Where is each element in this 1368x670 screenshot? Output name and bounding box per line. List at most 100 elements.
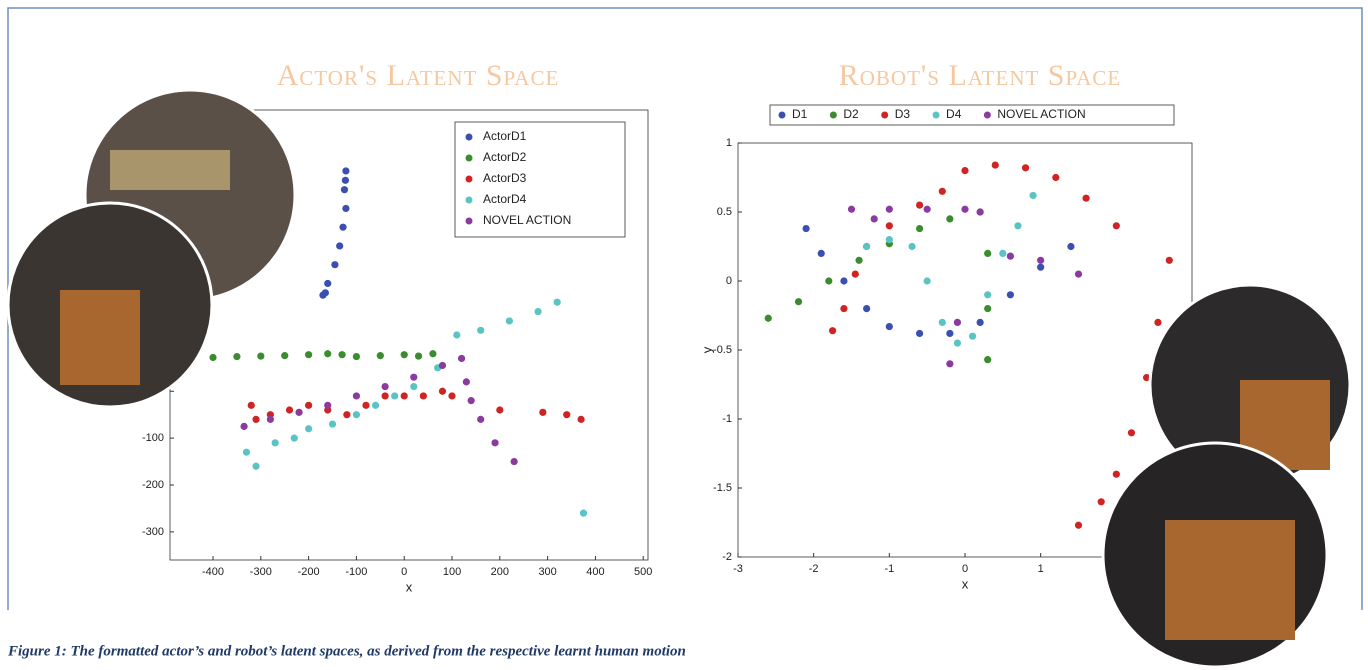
data-point [439, 362, 446, 369]
x-tick-label: -3 [733, 563, 743, 575]
data-point [803, 225, 810, 232]
y-tick-label: -0.5 [713, 344, 732, 356]
legend-marker [933, 112, 940, 119]
data-point [984, 250, 991, 257]
figure: Actor's Latent Space-400-300-200-1000100… [0, 0, 1368, 670]
legend-label: D4 [946, 107, 962, 121]
data-point [984, 356, 991, 363]
data-point [852, 271, 859, 278]
data-point [1007, 291, 1014, 298]
data-point [305, 402, 312, 409]
data-point [863, 243, 870, 250]
data-point [331, 261, 338, 268]
data-point [243, 449, 250, 456]
legend-label: ActorD1 [483, 129, 527, 143]
data-point [336, 242, 343, 249]
data-point [420, 392, 427, 399]
legend-label: D3 [895, 107, 911, 121]
data-point [353, 392, 360, 399]
data-point [248, 402, 255, 409]
data-point [924, 206, 931, 213]
data-point [984, 305, 991, 312]
data-point [305, 425, 312, 432]
chart-title: Actor's Latent Space [277, 59, 560, 92]
x-axis-label: x [406, 579, 413, 594]
data-point [382, 392, 389, 399]
y-tick-label: -100 [142, 432, 164, 444]
data-point [1037, 264, 1044, 271]
x-tick-label: 300 [538, 566, 556, 578]
legend-marker [830, 112, 837, 119]
data-point [999, 250, 1006, 257]
data-point [916, 225, 923, 232]
data-point [353, 411, 360, 418]
data-point [1082, 195, 1089, 202]
data-point [252, 463, 259, 470]
data-point [580, 510, 587, 517]
data-point [954, 319, 961, 326]
legend-marker [466, 134, 473, 141]
x-tick-label: 1 [1038, 563, 1044, 575]
data-point [209, 354, 216, 361]
data-point [463, 378, 470, 385]
data-point [855, 257, 862, 264]
y-tick-label: 1 [726, 137, 732, 149]
data-point [252, 416, 259, 423]
legend-label: ActorD4 [483, 192, 527, 206]
data-point [848, 206, 855, 213]
data-point [1075, 522, 1082, 529]
data-point [305, 351, 312, 358]
x-tick-label: 200 [491, 566, 509, 578]
data-point [829, 327, 836, 334]
data-point [1030, 192, 1037, 199]
data-point [477, 416, 484, 423]
x-tick-label: 100 [443, 566, 461, 578]
legend-marker [466, 176, 473, 183]
data-point [458, 355, 465, 362]
data-point [577, 416, 584, 423]
data-point [1067, 243, 1074, 250]
data-point [401, 392, 408, 399]
data-point [341, 186, 348, 193]
data-point [382, 383, 389, 390]
x-tick-label: -200 [298, 566, 320, 578]
data-point [939, 319, 946, 326]
data-point [491, 439, 498, 446]
x-tick-label: -2 [809, 563, 819, 575]
data-point [969, 333, 976, 340]
data-point [448, 392, 455, 399]
data-point [1022, 164, 1029, 171]
data-point [339, 224, 346, 231]
y-tick-label: -300 [142, 526, 164, 538]
data-point [1037, 257, 1044, 264]
x-tick-label: 0 [401, 566, 407, 578]
data-point [939, 188, 946, 195]
data-point [329, 420, 336, 427]
data-point [916, 330, 923, 337]
data-point [377, 352, 384, 359]
data-point [840, 305, 847, 312]
data-point [439, 388, 446, 395]
data-point [1075, 271, 1082, 278]
data-point [410, 374, 417, 381]
data-point [319, 292, 326, 299]
y-tick-label: 0 [726, 275, 732, 287]
data-point [818, 250, 825, 257]
data-point [1113, 222, 1120, 229]
data-point [468, 397, 475, 404]
data-point [477, 327, 484, 334]
legend-marker [881, 112, 888, 119]
data-point [324, 350, 331, 357]
data-point [1166, 257, 1173, 264]
data-point [825, 277, 832, 284]
data-point [992, 161, 999, 168]
data-point [1128, 429, 1135, 436]
legend-marker [466, 197, 473, 204]
data-point [281, 352, 288, 359]
legend-label: ActorD2 [483, 150, 527, 164]
legend-label: NOVEL ACTION [483, 213, 571, 227]
data-point [267, 416, 274, 423]
data-point [840, 277, 847, 284]
data-point [362, 402, 369, 409]
